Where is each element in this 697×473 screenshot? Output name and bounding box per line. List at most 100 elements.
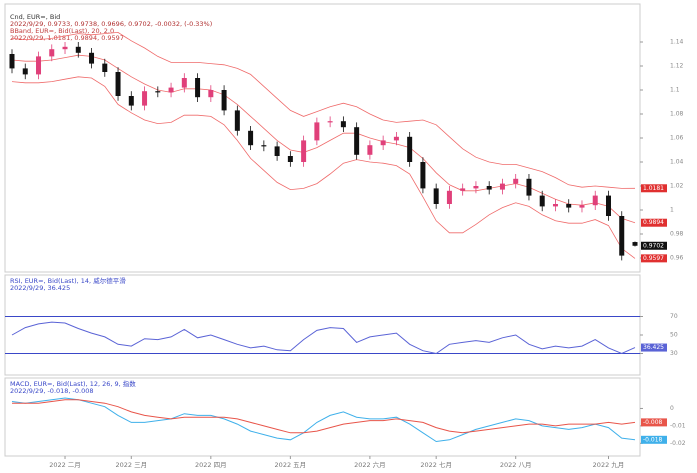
candle-body <box>367 145 373 155</box>
candle-body <box>380 140 386 146</box>
band-lower-tag-bg <box>641 254 667 263</box>
candle-body <box>36 56 42 75</box>
candle-body <box>473 186 479 189</box>
close-tag: 0.9702 <box>643 242 664 249</box>
macd-panel <box>4 377 641 457</box>
x-tick-label: 2022 三月 <box>115 461 147 469</box>
candle-body <box>181 78 187 88</box>
rsi-readout: 2022/9/29, 36.425 <box>10 284 70 292</box>
close-tag-bg <box>641 241 667 250</box>
candle-body <box>499 183 505 190</box>
band-lower-tag: 0.9597 <box>643 255 664 262</box>
x-tick-label: 2022 二月 <box>49 461 81 469</box>
candle-body <box>314 122 320 141</box>
y-tick-label: 1 <box>670 207 674 214</box>
indicator-line <box>12 399 636 434</box>
indicator-tag-bg <box>641 418 667 427</box>
y-tick-label: 1.02 <box>670 183 684 190</box>
band-readout: 2022/9/29, 1.0181, 0.9894, 0.9597 <box>10 34 124 42</box>
band-upper-tag-bg <box>641 184 667 193</box>
y-tick-label: 1.08 <box>670 111 684 118</box>
y-tick-label: 1.04 <box>670 159 684 166</box>
indicator-tag: -0.008 <box>643 419 663 426</box>
rsi-panel <box>4 274 641 376</box>
macd-title: MACD, EUR=, Bid(Last), 12, 26, 9, 指数 <box>10 379 136 388</box>
candle-body <box>261 145 267 147</box>
candle-body <box>579 205 585 208</box>
band-upper-tag: 1.0181 <box>643 185 664 192</box>
y-tick-label: 1.12 <box>670 63 684 70</box>
band-middle-tag-bg <box>641 218 667 227</box>
candle-body <box>566 204 572 208</box>
candle-body <box>274 146 280 156</box>
candle-body <box>75 46 81 53</box>
candle-body <box>433 188 439 204</box>
candle-body <box>155 91 161 93</box>
candle-body <box>62 46 68 50</box>
candle-body <box>393 136 399 141</box>
indicator-tag: 36.425 <box>643 344 664 351</box>
x-tick-label: 2022 七月 <box>420 460 452 469</box>
y-tick-label: 30 <box>670 350 678 357</box>
indicator-tag-bg <box>641 343 667 352</box>
candle-body <box>301 140 307 162</box>
candle-body <box>9 54 15 69</box>
candle-body <box>513 178 519 184</box>
y-tick-label: -0.01 <box>670 422 686 429</box>
candle-body <box>287 156 293 162</box>
band-upper <box>11 31 636 189</box>
candle-body <box>89 52 95 64</box>
candle-body <box>102 63 108 72</box>
candle-body <box>327 121 333 123</box>
candle-body <box>354 127 360 155</box>
y-tick-label: 1.06 <box>670 135 684 142</box>
indicator-line <box>11 397 636 443</box>
candle-body <box>407 136 413 162</box>
candle-body <box>552 204 558 207</box>
x-tick-label: 2022 八月 <box>500 461 532 469</box>
candle-body <box>420 162 426 189</box>
candle-body <box>115 72 121 96</box>
candle-body <box>592 195 598 206</box>
y-tick-label: 0.98 <box>670 231 684 238</box>
candle-body <box>22 68 28 75</box>
indicator-tag-bg <box>641 435 667 444</box>
candle-body <box>446 190 452 204</box>
indicator-tag: -0.018 <box>643 436 663 443</box>
candle-body <box>168 87 174 93</box>
y-tick-label: 50 <box>670 332 678 339</box>
y-tick-label: 0.96 <box>670 255 684 262</box>
candle-body <box>460 188 466 191</box>
x-tick-label: 2022 五月 <box>275 461 307 469</box>
band-label: BBand, EUR=, Bid(Last), 20, 2.0 <box>10 27 114 35</box>
candle-body <box>142 91 148 106</box>
candle-body <box>49 49 55 57</box>
candle-body <box>605 195 611 216</box>
x-tick-label: 2022 四月 <box>195 461 227 469</box>
y-tick-label: 70 <box>670 313 678 320</box>
candle-body <box>234 110 240 131</box>
candle-body <box>128 96 134 106</box>
y-tick-label: -0.02 <box>670 440 686 447</box>
candle-body <box>619 216 625 256</box>
candle-body <box>632 242 638 246</box>
y-tick-label: 1.14 <box>670 39 684 46</box>
macd-readout: 2022/9/29, -0.018, -0.008 <box>10 387 94 395</box>
band-lower <box>11 76 636 259</box>
rsi-title: RSI, EUR=, Bid(Last), 14, 威尔德平滑 <box>10 276 126 285</box>
x-tick-label: 2022 九月 <box>593 460 625 469</box>
candle-body <box>340 121 346 128</box>
price-title: Cnd, EUR=, Bid <box>10 13 60 21</box>
price-readout: 2022/9/29, 0.9733, 0.9738, 0.9696, 0.970… <box>10 20 212 28</box>
candle-body <box>221 90 227 111</box>
indicator-line <box>11 321 636 355</box>
candle-body <box>539 195 545 207</box>
band-middle-tag: 0.9894 <box>643 219 664 226</box>
candle-body <box>486 186 492 190</box>
candle-body <box>195 78 201 98</box>
y-tick-label: 0 <box>670 405 674 412</box>
y-tick-label: 1.1 <box>670 87 680 94</box>
candle-body <box>248 130 254 146</box>
candle-body <box>526 178 532 196</box>
